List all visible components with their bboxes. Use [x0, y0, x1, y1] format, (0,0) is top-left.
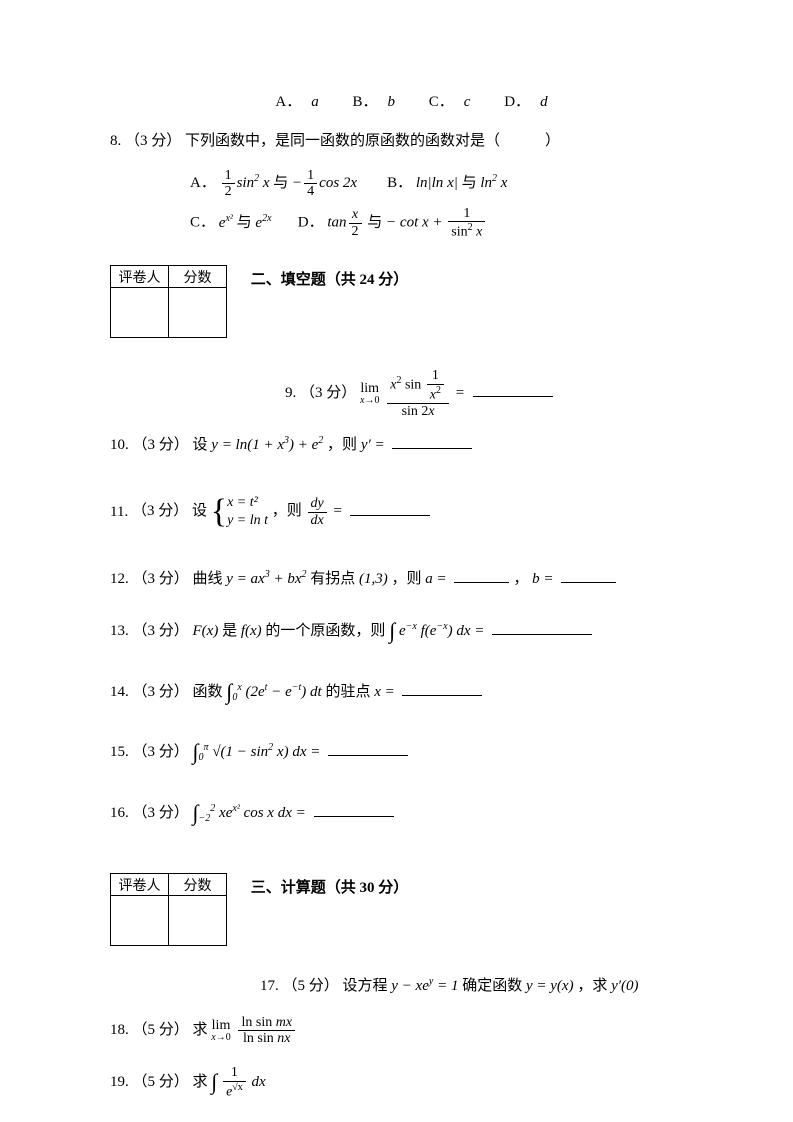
q8-options-row2: C． ex² 与 e2x D． tanx2 与 − cot x + 1sin2 …: [190, 206, 683, 240]
q12-t1: 曲线: [193, 571, 223, 587]
q10-number: 10.: [110, 427, 129, 463]
question-11: 11. （3 分） 设 {x = t²y = ln t ，则 dydx =: [110, 471, 683, 553]
score-col1: 评卷人: [111, 266, 169, 288]
opt-c-label: C．: [429, 94, 454, 110]
q18-number: 18.: [110, 1012, 129, 1048]
q10-points: （3 分）: [133, 437, 189, 453]
question-17: 17. （5 分） 设方程 y − xey = 1 确定函数 y = y(x) …: [110, 968, 683, 1004]
q17-t3: ，求: [577, 978, 607, 994]
q12-blank-b: [561, 568, 616, 583]
opt-a-val: a: [311, 94, 319, 110]
q15-points: （3 分）: [133, 744, 189, 760]
section-2-header: 评卷人分数 二、填空题（共 24 分）: [110, 240, 683, 348]
q18-t1: 求: [193, 1022, 208, 1038]
question-16: 16. （3 分） ∫−22 xex² cos x dx =: [110, 787, 683, 840]
q10-t2: ，则: [327, 437, 357, 453]
q12-t3: ，则: [392, 571, 422, 587]
q12-blank-a: [454, 568, 509, 583]
q11-points: （3 分）: [132, 504, 188, 520]
q8-optD-label: D．: [298, 215, 324, 231]
q13-number: 13.: [110, 613, 129, 649]
opt-a-label: A．: [275, 94, 301, 110]
question-10: 10. （3 分） 设 y = ln(1 + x3) + e2 ，则 y′ =: [110, 427, 683, 463]
question-9: 9. （3 分） limx→0 x2 sin 1x2sin 2x =: [110, 368, 683, 419]
question-12: 12. （3 分） 曲线 y = ax3 + bx2 有拐点 (1,3) ，则 …: [110, 561, 683, 597]
q12-pt: (1,3): [359, 571, 388, 587]
question-8: 8. （3 分） 下列函数中，是同一函数的原函数的函数对是（ ）: [110, 123, 683, 159]
q9-points: （3 分）: [300, 385, 356, 401]
q19-t1: 求: [193, 1074, 208, 1090]
section-3-header: 评卷人分数 三、计算题（共 30 分）: [110, 848, 683, 956]
q11-t1: 设: [192, 504, 207, 520]
q17-t1: 设方程: [343, 978, 388, 994]
score-table-3: 评卷人分数: [110, 873, 227, 946]
q8-optC-mid: 与: [237, 215, 252, 231]
question-13: 13. （3 分） F(x) 是 f(x) 的一个原函数，则 ∫ e−x f(e…: [110, 605, 683, 658]
question-15: 15. （3 分） ∫0π √(1 − sin2 x) dx =: [110, 726, 683, 779]
q14-points: （3 分）: [133, 684, 189, 700]
q13-F: F(x): [193, 623, 219, 639]
q19-number: 19.: [110, 1064, 129, 1100]
q13-t1: 是: [222, 623, 237, 639]
q10-t1: 设: [193, 437, 208, 453]
q17-t2: 确定函数: [462, 978, 522, 994]
opt-c-val: c: [464, 94, 471, 110]
q8-options-row1: A． 12sin2 x 与 −14cos 2x B． ln|ln x| 与 ln…: [190, 167, 683, 200]
opt-b-label: B．: [353, 94, 378, 110]
q11-t2: ，则: [272, 504, 302, 520]
q18-points: （5 分）: [133, 1022, 189, 1038]
question-14: 14. （3 分） 函数 ∫0x (2et − e−t) dt 的驻点 x =: [110, 666, 683, 719]
opt-b-val: b: [388, 94, 396, 110]
q8-optA-mid: 与: [273, 175, 288, 191]
section-2-title: 二、填空题（共 24 分）: [251, 268, 409, 289]
q8-optD-mid: 与: [367, 215, 382, 231]
q9-number: 9.: [285, 375, 296, 411]
q11-number: 11.: [110, 494, 128, 530]
q14-blank: [402, 681, 482, 696]
q12-points: （3 分）: [133, 571, 189, 587]
q8-number: 8.: [110, 123, 121, 159]
q17-points: （5 分）: [283, 978, 339, 994]
q15-number: 15.: [110, 734, 129, 770]
q11-sys1: x = t²: [227, 494, 268, 512]
q8-stem: 下列函数中，是同一函数的原函数的函数对是（ ）: [185, 133, 560, 149]
score-col2: 分数: [169, 266, 227, 288]
q10-blank: [392, 434, 472, 449]
q9-blank: [473, 382, 553, 397]
opt-d-label: D．: [504, 94, 530, 110]
q14-t1: 函数: [193, 684, 223, 700]
q8-optB-label: B．: [387, 175, 412, 191]
q12-number: 12.: [110, 561, 129, 597]
q17-number: 17.: [260, 968, 279, 1004]
q8-points: （3 分）: [125, 133, 181, 149]
q13-blank: [492, 620, 592, 635]
question-19: 19. （5 分） 求 ∫ 1e√x dx: [110, 1056, 683, 1109]
q11-blank: [350, 501, 430, 516]
q12-t2: 有拐点: [310, 571, 355, 587]
q16-number: 16.: [110, 795, 129, 831]
q16-blank: [314, 802, 394, 817]
section-3-title: 三、计算题（共 30 分）: [251, 876, 409, 897]
q13-t2: 的一个原函数，则: [265, 623, 385, 639]
score3-col2: 分数: [169, 874, 227, 896]
q13-points: （3 分）: [133, 623, 189, 639]
question-18: 18. （5 分） 求 limx→0 ln sin mxln sin nx: [110, 1012, 683, 1048]
opt-d-val: d: [540, 94, 548, 110]
q14-number: 14.: [110, 674, 129, 710]
q7-options: A． a B． b C． c D． d: [110, 90, 683, 111]
score3-col1: 评卷人: [111, 874, 169, 896]
q11-sys2: y = ln t: [227, 512, 268, 530]
q8-optC-label: C．: [190, 215, 215, 231]
q8-optA-label: A．: [190, 175, 216, 191]
q8-optB-mid: 与: [462, 175, 477, 191]
q15-blank: [328, 741, 408, 756]
q14-t2: 的驻点: [325, 684, 370, 700]
q16-points: （3 分）: [133, 805, 189, 821]
q19-points: （5 分）: [133, 1074, 189, 1090]
q13-f: f(x): [241, 623, 262, 639]
score-table-2: 评卷人分数: [110, 265, 227, 338]
